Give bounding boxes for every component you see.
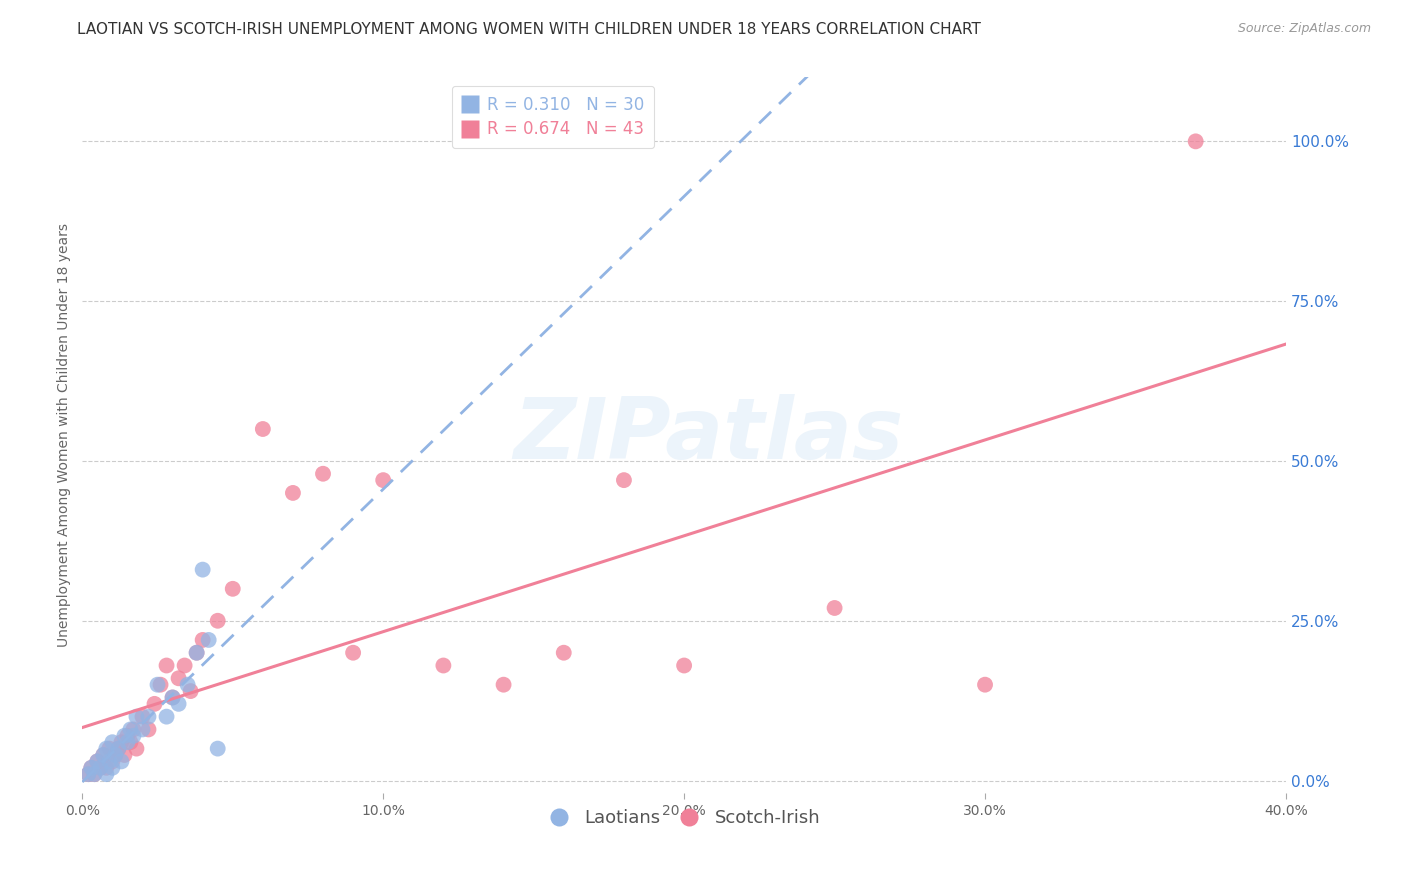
Point xyxy=(222,582,245,596)
Point xyxy=(122,729,145,743)
Text: Source: ZipAtlas.com: Source: ZipAtlas.com xyxy=(1237,22,1371,36)
Point xyxy=(342,646,364,660)
Point xyxy=(86,755,108,769)
Point xyxy=(138,723,160,737)
Point xyxy=(120,723,142,737)
Point xyxy=(125,741,148,756)
Point xyxy=(117,735,139,749)
Point xyxy=(186,646,208,660)
Point xyxy=(974,678,997,692)
Point xyxy=(186,646,208,660)
Point xyxy=(89,761,111,775)
Point xyxy=(180,684,202,698)
Point xyxy=(96,741,118,756)
Point xyxy=(824,601,846,615)
Point xyxy=(281,486,304,500)
Y-axis label: Unemployment Among Women with Children Under 18 years: Unemployment Among Women with Children U… xyxy=(58,223,72,648)
Point xyxy=(176,678,198,692)
Text: LAOTIAN VS SCOTCH-IRISH UNEMPLOYMENT AMONG WOMEN WITH CHILDREN UNDER 18 YEARS CO: LAOTIAN VS SCOTCH-IRISH UNEMPLOYMENT AMO… xyxy=(77,22,981,37)
Point xyxy=(98,741,121,756)
Point xyxy=(110,755,132,769)
Point xyxy=(162,690,184,705)
Point xyxy=(101,761,124,775)
Point xyxy=(98,755,121,769)
Point xyxy=(146,678,169,692)
Point xyxy=(673,658,696,673)
Point xyxy=(112,729,135,743)
Point xyxy=(104,747,127,762)
Point xyxy=(101,755,124,769)
Point xyxy=(83,767,105,781)
Text: ZIPatlas: ZIPatlas xyxy=(513,394,903,477)
Point xyxy=(77,767,100,781)
Point xyxy=(167,671,190,685)
Point xyxy=(80,761,103,775)
Point xyxy=(120,735,142,749)
Point xyxy=(613,473,636,487)
Point xyxy=(83,767,105,781)
Point xyxy=(373,473,395,487)
Point xyxy=(93,747,115,762)
Point xyxy=(122,723,145,737)
Legend: Laotians, Scotch-Irish: Laotians, Scotch-Irish xyxy=(541,802,827,834)
Point xyxy=(155,709,177,723)
Point xyxy=(207,614,229,628)
Point xyxy=(125,709,148,723)
Point xyxy=(93,747,115,762)
Point xyxy=(191,632,214,647)
Point xyxy=(117,729,139,743)
Point xyxy=(112,747,135,762)
Point xyxy=(207,741,229,756)
Point xyxy=(107,741,129,756)
Point xyxy=(101,735,124,749)
Point xyxy=(1184,134,1206,148)
Point xyxy=(252,422,274,436)
Point xyxy=(432,658,454,673)
Point xyxy=(131,709,153,723)
Point xyxy=(143,697,166,711)
Point xyxy=(553,646,575,660)
Point xyxy=(107,741,129,756)
Point xyxy=(96,767,118,781)
Point xyxy=(77,767,100,781)
Point xyxy=(149,678,172,692)
Point xyxy=(80,761,103,775)
Point xyxy=(167,697,190,711)
Point xyxy=(96,761,118,775)
Point xyxy=(110,735,132,749)
Point xyxy=(173,658,195,673)
Point xyxy=(492,678,515,692)
Point xyxy=(89,761,111,775)
Point xyxy=(155,658,177,673)
Point xyxy=(86,755,108,769)
Point xyxy=(104,747,127,762)
Point xyxy=(138,709,160,723)
Point xyxy=(162,690,184,705)
Point xyxy=(131,723,153,737)
Point xyxy=(312,467,335,481)
Point xyxy=(197,632,219,647)
Point xyxy=(191,563,214,577)
